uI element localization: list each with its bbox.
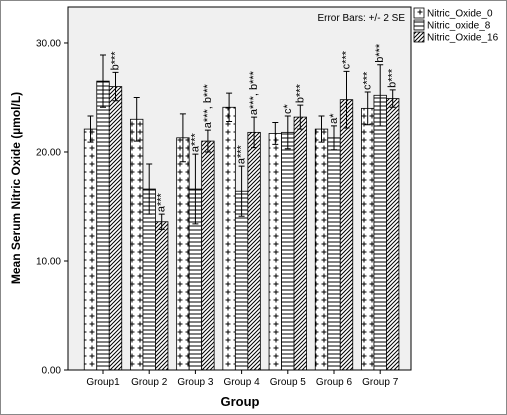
bar xyxy=(222,106,236,371)
annotation: c* xyxy=(282,104,294,115)
annotation: a*** xyxy=(189,132,201,152)
error-bar xyxy=(238,165,245,217)
error-bar xyxy=(297,104,304,130)
error-bar xyxy=(87,115,94,143)
bar xyxy=(234,190,249,371)
y-tick-label: 20.00 xyxy=(36,147,61,158)
annotation: a* xyxy=(328,113,340,124)
error-note: Error Bars: +/- 2 SE xyxy=(317,13,405,24)
error-bar xyxy=(272,122,279,145)
legend-swatch xyxy=(413,19,425,31)
y-tick-label: 0.00 xyxy=(42,366,62,377)
x-tick-label: Group 3 xyxy=(177,377,214,388)
bar xyxy=(268,133,282,371)
error-bar xyxy=(179,113,186,163)
annotation: b*** xyxy=(294,83,306,103)
error-bar xyxy=(318,115,325,143)
y-tick-label: 10.00 xyxy=(36,256,61,267)
error-bar xyxy=(364,91,371,126)
annotation: c*** xyxy=(341,50,353,69)
y-axis-title: Mean Serum Nitric Oxide (µmol/L) xyxy=(9,92,23,284)
error-bar xyxy=(343,70,350,129)
x-tick-label: Group 6 xyxy=(316,377,353,388)
bar xyxy=(373,94,387,371)
x-tick-label: Group 5 xyxy=(270,377,307,388)
bar xyxy=(142,188,156,371)
bar xyxy=(176,137,190,371)
bar xyxy=(130,118,144,371)
bar xyxy=(83,128,98,371)
error-bar xyxy=(389,89,396,108)
bar xyxy=(281,131,295,371)
x-axis-title: Group xyxy=(221,394,260,409)
annotation: b*** xyxy=(110,51,122,71)
legend-swatch xyxy=(413,31,425,43)
annotation: a***, b*** xyxy=(202,83,214,128)
bar xyxy=(293,116,307,371)
error-bar xyxy=(251,116,258,149)
bar xyxy=(314,128,329,371)
annotation: a*** xyxy=(156,192,168,212)
annotation: a***, b*** xyxy=(248,70,260,115)
legend-swatch xyxy=(413,7,425,19)
error-bar xyxy=(112,71,119,102)
bar xyxy=(108,86,123,371)
bar xyxy=(201,140,215,371)
error-bar xyxy=(100,54,106,108)
legend-label: Nitric_oxide_8 xyxy=(427,21,491,32)
legend-label: Nitric_Oxide_0 xyxy=(427,9,493,20)
annotation: a*** xyxy=(236,144,248,164)
annotation: b*** xyxy=(374,43,386,63)
annotation: b*** xyxy=(387,68,399,88)
bar xyxy=(327,137,341,371)
bar xyxy=(386,98,400,371)
x-tick-label: Group 2 xyxy=(131,377,168,388)
error-bar xyxy=(226,92,233,122)
error-bar xyxy=(133,96,140,142)
error-bar xyxy=(284,115,291,150)
bar xyxy=(96,80,110,371)
error-bar xyxy=(377,64,384,127)
x-tick-label: Group 4 xyxy=(224,377,261,388)
error-bar xyxy=(192,153,199,225)
error-bar xyxy=(158,213,165,230)
bar xyxy=(339,99,354,371)
y-tick-label: 30.00 xyxy=(36,38,61,49)
error-bar xyxy=(331,125,337,151)
bar xyxy=(247,131,261,371)
annotation: c*** xyxy=(362,71,374,90)
error-bar xyxy=(204,129,211,153)
x-tick-label: Group 7 xyxy=(362,377,399,388)
bar xyxy=(361,107,375,371)
bar xyxy=(155,221,169,371)
legend-label: Nitric_Oxide_16 xyxy=(427,33,499,44)
x-tick-label: Group1 xyxy=(86,377,120,388)
error-bar xyxy=(146,163,153,215)
